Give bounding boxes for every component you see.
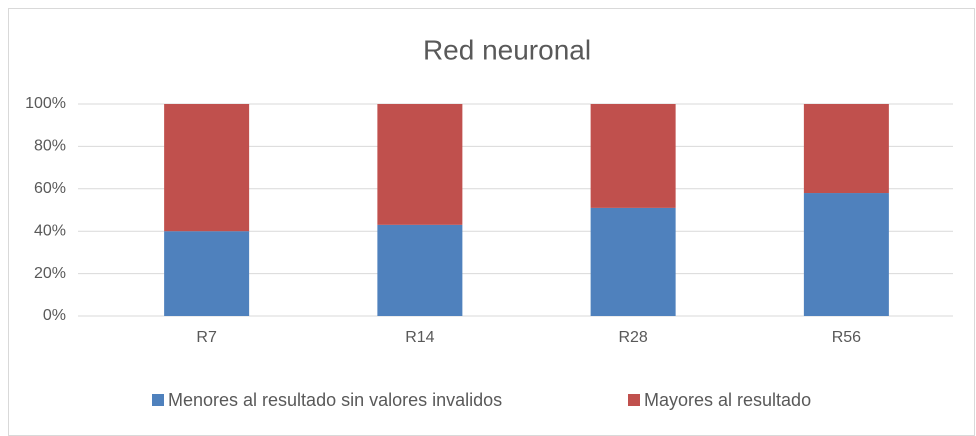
legend-label: Menores al resultado sin valores invalid… xyxy=(168,390,502,410)
y-tick-label: 20% xyxy=(34,265,66,282)
x-tick-label: R14 xyxy=(405,329,434,346)
bar xyxy=(377,224,463,316)
y-tick-label: 100% xyxy=(25,95,66,112)
legend-label: Mayores al resultado xyxy=(644,390,811,410)
bar xyxy=(590,104,676,208)
bar xyxy=(377,104,463,225)
bar xyxy=(164,231,250,316)
y-tick-label: 40% xyxy=(34,222,66,239)
legend-swatch xyxy=(152,394,164,406)
bar xyxy=(803,193,889,316)
x-tick-label: R56 xyxy=(832,329,861,346)
chart-title: Red neuronal xyxy=(423,34,591,65)
legend-swatch xyxy=(628,394,640,406)
x-tick-label: R7 xyxy=(196,329,217,346)
bar xyxy=(803,104,889,194)
bar xyxy=(164,104,250,232)
x-tick-label: R28 xyxy=(618,329,647,346)
y-tick-label: 60% xyxy=(34,180,66,197)
y-tick-label: 80% xyxy=(34,138,66,155)
y-tick-label: 0% xyxy=(43,307,66,324)
bar xyxy=(590,207,676,316)
